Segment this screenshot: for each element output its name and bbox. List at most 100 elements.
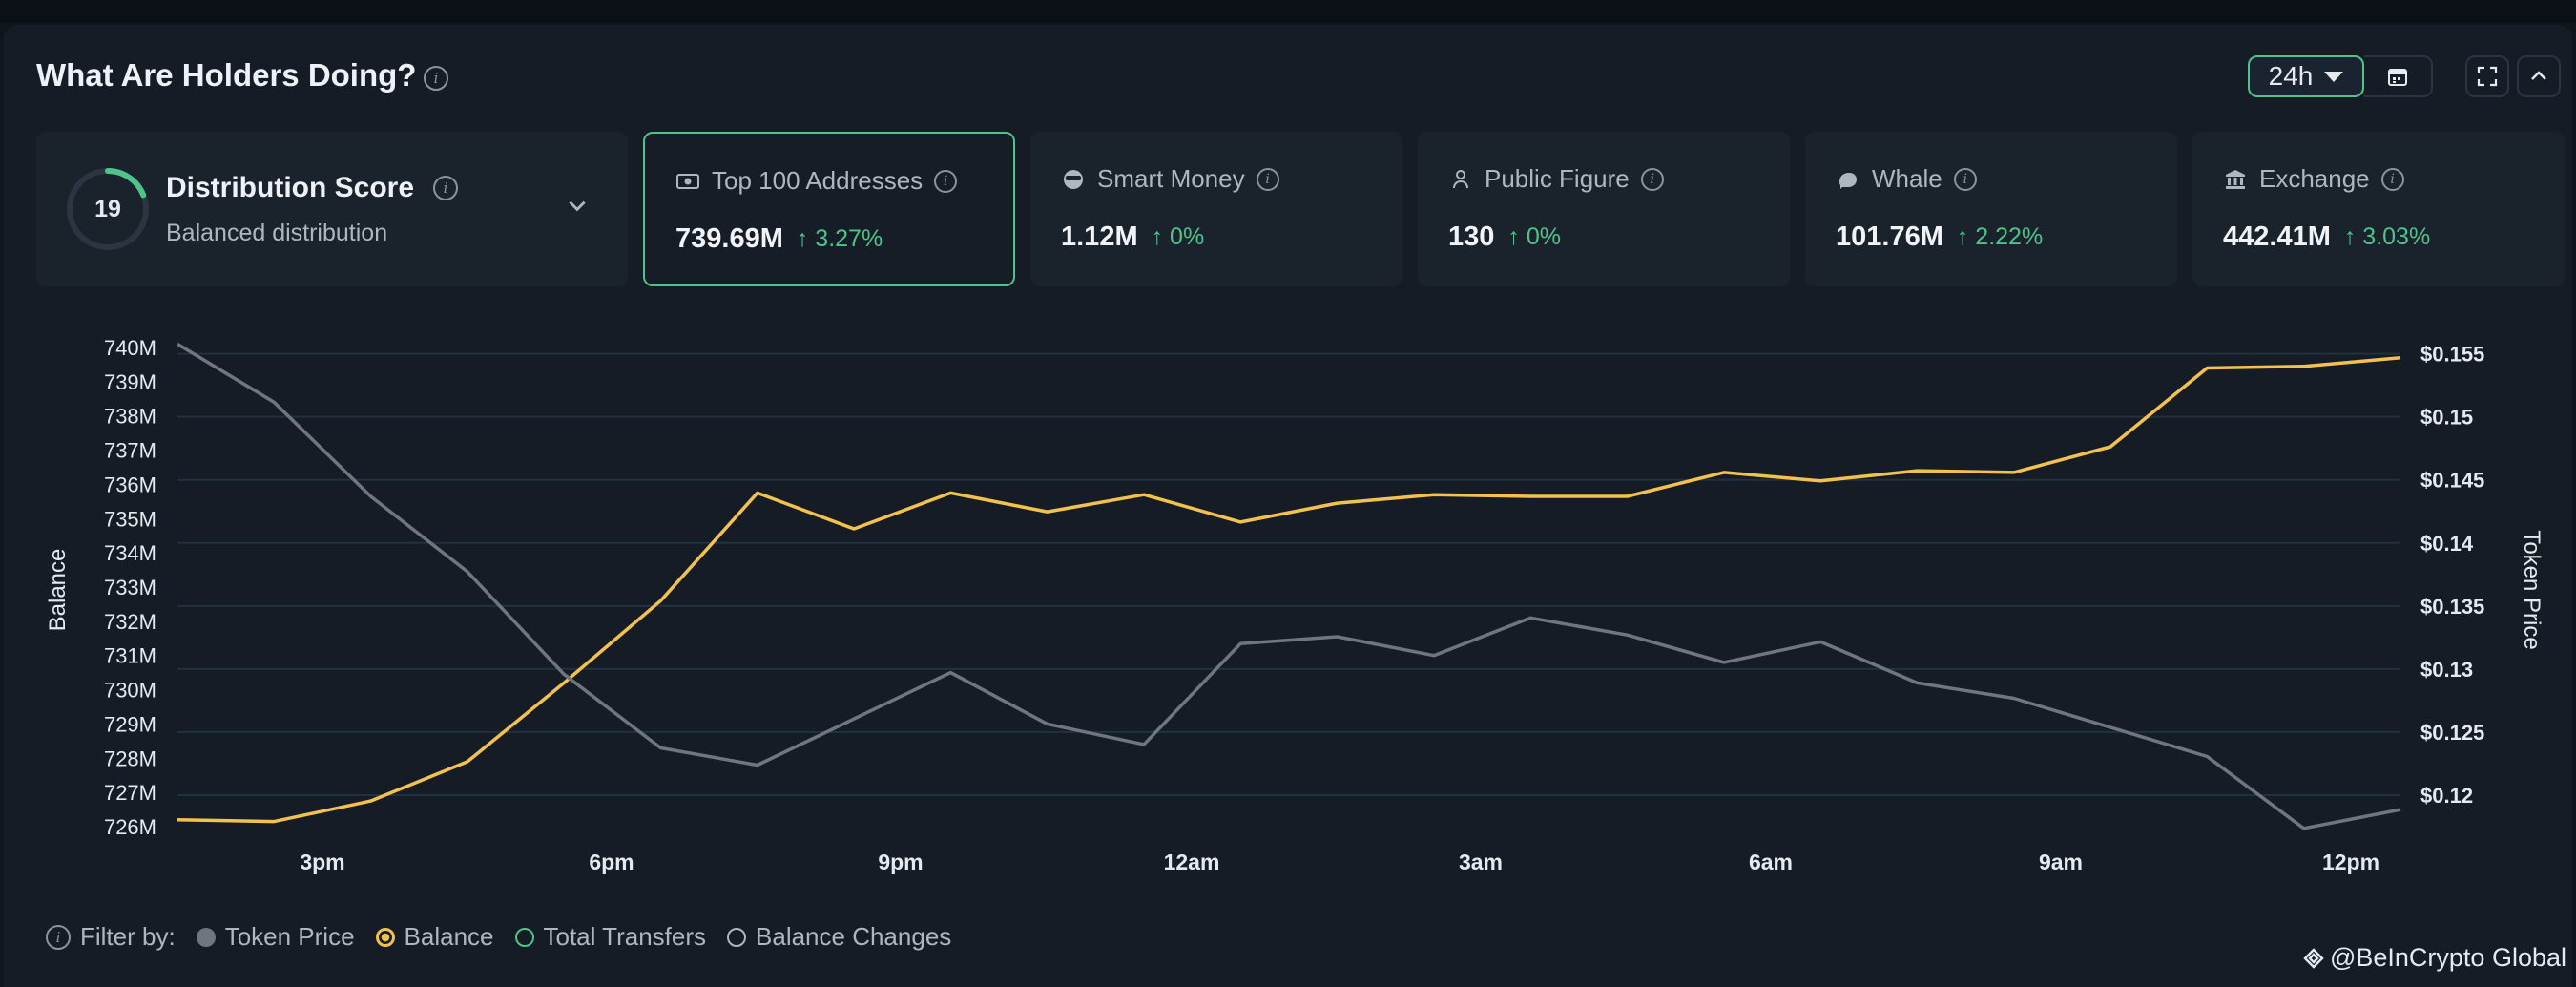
card-value-row: 101.76M ↑ 2.22% <box>1836 221 2043 253</box>
info-icon[interactable]: i <box>1256 167 1279 191</box>
card-value: 739.69M <box>675 223 783 254</box>
watermark-text: @BeInCrypto Global <box>2329 943 2566 972</box>
calendar-button[interactable] <box>2364 55 2433 97</box>
time-range-value: 24h <box>2268 61 2314 91</box>
y2-tick-label: $0.145 <box>2420 469 2484 493</box>
card-top-100-addresses[interactable]: Top 100 Addresses i 739.69M ↑ 3.27% <box>643 132 1015 286</box>
y-tick-label: 740M <box>104 336 156 360</box>
filter-total-transfers[interactable]: Total Transfers <box>514 922 706 952</box>
info-icon[interactable]: i <box>934 169 958 193</box>
y2-axis-title: Token Price <box>2519 530 2545 649</box>
x-tick-label: 12pm <box>2322 850 2379 874</box>
card-public-figure[interactable]: Public Figure i 130 ↑ 0% <box>1418 132 1790 286</box>
series-lines <box>177 342 2401 830</box>
card-value-row: 442.41M ↑ 3.03% <box>2223 221 2430 253</box>
collapse-button[interactable] <box>2517 55 2561 97</box>
card-value-row: 1.12M ↑ 0% <box>1061 221 1204 253</box>
bank-icon <box>2223 167 2248 192</box>
money-icon <box>675 169 700 194</box>
filter-radio <box>727 927 747 947</box>
x-tick-label: 3pm <box>300 850 344 874</box>
time-range-select[interactable]: 24h <box>2248 55 2364 97</box>
chevron-down-icon[interactable] <box>565 193 590 218</box>
x-tick-label: 6pm <box>589 850 634 874</box>
y-tick-label: 732M <box>104 610 156 634</box>
distribution-score-title: Distribution Score i <box>166 172 459 204</box>
card-label: Exchange <box>2259 164 2370 193</box>
card-change: ↑ 0% <box>1507 223 1561 250</box>
y2-tick-label: $0.14 <box>2420 532 2474 556</box>
distribution-score-card[interactable]: 19 Distribution Score i Balanced distrib… <box>36 132 628 286</box>
whale-icon <box>1836 167 1860 192</box>
info-icon[interactable]: i <box>433 176 459 200</box>
filter-label-group: i Filter by: <box>46 922 176 952</box>
card-value-row: 739.69M ↑ 3.27% <box>675 223 883 255</box>
sunglasses-icon <box>1061 167 1086 192</box>
card-value: 442.41M <box>2223 221 2331 252</box>
x-axis: 3pm 6pm 9pm 12am 3am 6am 9am 12pm <box>300 850 2379 874</box>
distribution-score-value: 19 <box>94 196 121 222</box>
y2-tick-label: $0.125 <box>2420 721 2484 745</box>
y2-tick-label: $0.135 <box>2420 595 2484 619</box>
filter-option-label: Token Price <box>224 922 355 951</box>
page-title: What Are Holders Doing? <box>36 57 417 93</box>
caret-down-icon <box>2324 71 2344 82</box>
card-whale[interactable]: Whale i 101.76M ↑ 2.22% <box>1805 132 2177 286</box>
y-tick-label: 734M <box>104 541 156 565</box>
x-tick-label: 12am <box>1164 850 1220 874</box>
fullscreen-icon <box>2477 66 2498 87</box>
fullscreen-button[interactable] <box>2465 55 2509 97</box>
y-tick-label: 738M <box>104 405 156 429</box>
card-value: 130 <box>1448 221 1495 252</box>
beincrypto-logo-icon <box>2303 947 2324 969</box>
y2-tick-label: $0.13 <box>2420 658 2473 682</box>
filter-token-price[interactable]: Token Price <box>196 922 355 952</box>
watermark: @BeInCrypto Global <box>2303 943 2566 973</box>
series-line-balance[interactable] <box>177 356 2401 824</box>
y2-tick-label: $0.12 <box>2420 784 2473 808</box>
y-tick-label: 739M <box>104 370 156 394</box>
y-axis-title: Balance <box>45 549 71 632</box>
info-icon[interactable]: i <box>1953 167 1977 191</box>
distribution-score-label: Distribution Score <box>166 172 415 203</box>
y-tick-label: 737M <box>104 439 156 463</box>
y2-tick-label: $0.15 <box>2420 406 2473 430</box>
filter-balance[interactable]: Balance <box>375 922 494 952</box>
card-label-row: Public Figure i <box>1448 164 1664 194</box>
y-axis-left: 740M 739M 738M 737M 736M 735M 734M 733M 732M 731M… <box>104 336 156 839</box>
filter-radio <box>514 927 534 947</box>
calendar-icon <box>2388 69 2407 86</box>
card-change: ↑ 3.03% <box>2343 223 2431 250</box>
card-label-row: Whale i <box>1836 164 1977 194</box>
filter-radio <box>375 927 395 947</box>
y-tick-label: 727M <box>104 781 156 805</box>
filter-balance-changes[interactable]: Balance Changes <box>727 922 951 952</box>
card-label: Smart Money <box>1097 164 1245 193</box>
card-value: 1.12M <box>1061 221 1138 252</box>
info-icon[interactable]: i <box>2380 167 2404 191</box>
series-line-token-price[interactable] <box>177 342 2401 830</box>
holders-line-chart[interactable]: 740M 739M 738M 737M 736M 735M 734M 733M 732M 731M… <box>0 0 2576 897</box>
card-change: ↑ 0% <box>1151 223 1205 250</box>
grid-lines <box>177 352 2400 796</box>
x-tick-label: 9pm <box>878 850 923 874</box>
x-tick-label: 3am <box>1459 850 1503 874</box>
x-tick-label: 6am <box>1749 850 1793 874</box>
info-icon[interactable]: i <box>46 924 71 950</box>
card-label: Public Figure <box>1485 164 1630 193</box>
y-tick-label: 733M <box>104 576 156 599</box>
top-bar <box>0 0 2576 23</box>
card-label-row: Smart Money i <box>1061 164 1279 194</box>
card-smart-money[interactable]: Smart Money i 1.12M ↑ 0% <box>1030 132 1402 286</box>
score-ring <box>67 168 149 250</box>
x-tick-label: 9am <box>2039 850 2083 874</box>
card-change: ↑ 3.27% <box>796 225 883 252</box>
card-value: 101.76M <box>1836 221 1943 252</box>
card-exchange[interactable]: Exchange i 442.41M ↑ 3.03% <box>2192 132 2565 286</box>
y-tick-label: 726M <box>104 815 156 839</box>
info-icon[interactable]: i <box>424 66 448 91</box>
filter-option-label: Balance Changes <box>756 922 952 951</box>
person-icon <box>1448 167 1473 192</box>
y-axis-right: $0.155 $0.15 $0.145 $0.14 $0.135 $0.13 $0.125 $… <box>2420 343 2484 808</box>
info-icon[interactable]: i <box>1640 167 1664 191</box>
